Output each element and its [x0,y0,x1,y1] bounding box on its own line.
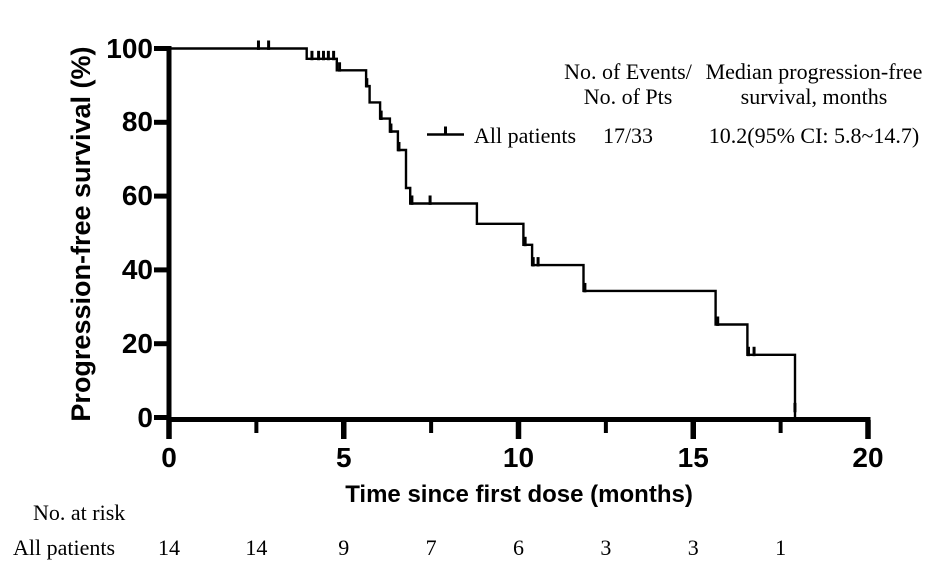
x-tick-label: 20 [852,442,884,473]
y-tick-label: 60 [121,180,153,212]
y-tick-label: 0 [137,401,153,433]
legend-events-value: 17/33 [602,123,654,148]
x-tick-label: 0 [161,442,177,473]
x-tick-label: 15 [677,442,709,473]
risk-count: 9 [338,535,350,560]
risk-table-title: No. at risk [33,500,126,525]
x-tick-label: 5 [335,442,352,473]
risk-table-row-label: All patients [13,535,116,560]
risk-count: 1 [775,535,787,560]
legend-median-value: 10.2(95% CI: 5.8~14.7) [708,123,920,148]
y-axis-title: Progression-free survival (%) [66,46,96,422]
risk-count: 7 [425,535,437,560]
y-tick-label: 80 [121,106,153,138]
x-tick-label: 10 [502,442,535,473]
risk-count: 3 [600,535,612,560]
y-tick-label: 100 [106,32,153,64]
risk-count: 14 [158,535,180,560]
events-column-header: No. of Events/ No. of Pts [528,59,728,109]
median-header-line2: survival, months [740,84,888,109]
median-header-line1: Median progression-free [705,59,923,84]
median-column-header: Median progression-free survival, months [697,59,931,109]
events-header-line1: No. of Events/ [564,59,692,84]
legend-series-label: All patients [474,123,577,148]
y-tick-label: 40 [121,253,153,285]
risk-count: 6 [513,535,524,560]
censor-line-legend-symbol [427,126,464,136]
risk-count: 14 [245,535,268,560]
y-tick-label: 20 [121,327,153,359]
km-curve-all-patients [169,47,797,418]
events-header-line2: No. of Pts [583,84,673,109]
risk-count: 3 [687,535,699,560]
x-axis-title: Time since first dose (months) [345,481,693,508]
